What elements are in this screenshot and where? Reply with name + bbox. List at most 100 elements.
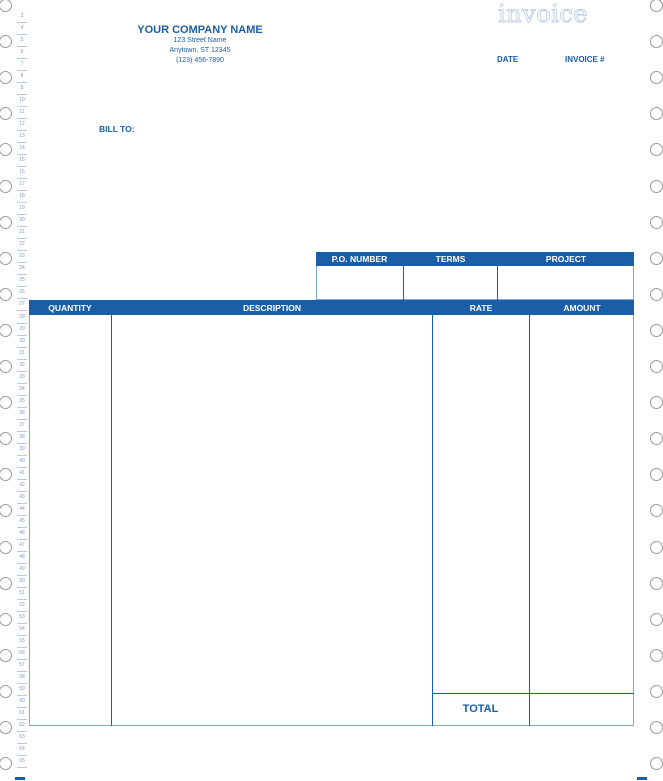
- feed-hole: [650, 71, 663, 85]
- line-number: 19: [17, 203, 27, 216]
- feed-hole: [0, 107, 12, 121]
- line-number: 5: [17, 35, 27, 48]
- line-number: 50: [17, 576, 27, 588]
- line-number: 22: [17, 239, 27, 252]
- line-number: 6: [17, 47, 27, 60]
- feed-hole: [650, 648, 663, 662]
- feed-hole: [0, 323, 12, 337]
- feed-hole: [650, 251, 663, 265]
- feed-hole: [0, 143, 12, 157]
- line-number: 41: [17, 468, 27, 480]
- po-number-header: P.O. NUMBER: [316, 252, 403, 266]
- quantity-header: QUANTITY: [29, 300, 111, 315]
- line-number: 38: [17, 432, 27, 444]
- registration-mark: [637, 777, 647, 780]
- feed-hole: [650, 287, 663, 301]
- line-number: 16: [17, 167, 27, 180]
- company-street: 123 Street Name: [173, 37, 227, 44]
- line-number: 63: [17, 732, 27, 745]
- registration-mark: [15, 777, 25, 780]
- total-divider: [432, 693, 634, 694]
- feed-hole: [650, 360, 663, 373]
- line-number: 24: [17, 263, 27, 276]
- line-number: 37: [17, 420, 27, 432]
- line-number: 62: [17, 720, 27, 733]
- feed-hole: [0, 179, 12, 193]
- feed-hole: [650, 35, 663, 49]
- line-number: 3: [17, 11, 27, 23]
- rate-header: RATE: [433, 300, 529, 315]
- line-number: 27: [17, 299, 27, 312]
- company-phone: (123) 456-7890: [176, 57, 224, 64]
- line-number: 25: [17, 275, 27, 288]
- line-number: 60: [17, 696, 27, 709]
- divider: [432, 300, 433, 726]
- line-number: 13: [17, 131, 27, 144]
- line-number: 32: [17, 360, 27, 372]
- line-number: 18: [17, 191, 27, 204]
- feed-hole: [650, 504, 663, 518]
- feed-hole: [0, 71, 12, 85]
- divider: [111, 300, 112, 726]
- line-number: 15: [17, 155, 27, 168]
- feed-hole: [650, 432, 663, 446]
- date-label: DATE: [497, 55, 519, 64]
- line-number: 20: [17, 215, 27, 228]
- line-number: 46: [17, 528, 27, 540]
- feed-hole: [0, 721, 12, 734]
- feed-hole: [0, 360, 12, 373]
- amount-header: AMOUNT: [530, 300, 634, 315]
- feed-hole: [650, 576, 663, 590]
- feed-hole: [0, 287, 12, 301]
- feed-hole: [650, 684, 663, 698]
- description-header: DESCRIPTION: [112, 300, 432, 315]
- line-number: 51: [17, 588, 27, 600]
- line-number: 61: [17, 708, 27, 721]
- feed-hole: [0, 576, 12, 590]
- line-number: 34: [17, 384, 27, 396]
- feed-hole: [0, 504, 12, 518]
- feed-hole: [0, 0, 12, 12]
- feed-hole: [650, 143, 663, 157]
- line-number: 21: [17, 227, 27, 240]
- line-number: 17: [17, 179, 27, 192]
- line-number: 52: [17, 600, 27, 612]
- line-number: 65: [17, 756, 27, 769]
- project-header: PROJECT: [498, 252, 634, 266]
- invoice-title: invoice: [498, 0, 588, 28]
- feed-hole: [650, 0, 663, 12]
- feed-hole: [0, 648, 12, 662]
- line-number: 33: [17, 372, 27, 384]
- feed-hole: [650, 612, 663, 626]
- line-number: 8: [17, 71, 27, 84]
- divider: [403, 252, 404, 300]
- line-number: 54: [17, 624, 27, 637]
- feed-hole: [0, 215, 12, 229]
- feed-hole: [0, 35, 12, 49]
- line-number: 53: [17, 612, 27, 624]
- line-number: 55: [17, 636, 27, 649]
- feed-hole: [650, 215, 663, 229]
- line-number: 7: [17, 59, 27, 72]
- line-number: 29: [17, 324, 27, 336]
- feed-hole: [0, 612, 12, 626]
- feed-hole: [650, 396, 663, 410]
- line-number: 30: [17, 336, 27, 348]
- line-number: 28: [17, 312, 27, 324]
- line-number: 42: [17, 480, 27, 492]
- feed-hole: [0, 396, 12, 410]
- line-number: 9: [17, 83, 27, 96]
- feed-hole: [650, 721, 663, 734]
- line-number: 26: [17, 287, 27, 300]
- line-number: 49: [17, 564, 27, 576]
- line-number: 40: [17, 456, 27, 468]
- line-number: 57: [17, 660, 27, 673]
- line-number: 39: [17, 444, 27, 456]
- line-number: 23: [17, 251, 27, 264]
- line-number: 58: [17, 672, 27, 685]
- feed-hole: [650, 107, 663, 121]
- line-number: 36: [17, 408, 27, 420]
- line-number: 31: [17, 348, 27, 360]
- line-number: 10: [17, 95, 27, 108]
- bill-to-label: BILL TO:: [99, 124, 135, 134]
